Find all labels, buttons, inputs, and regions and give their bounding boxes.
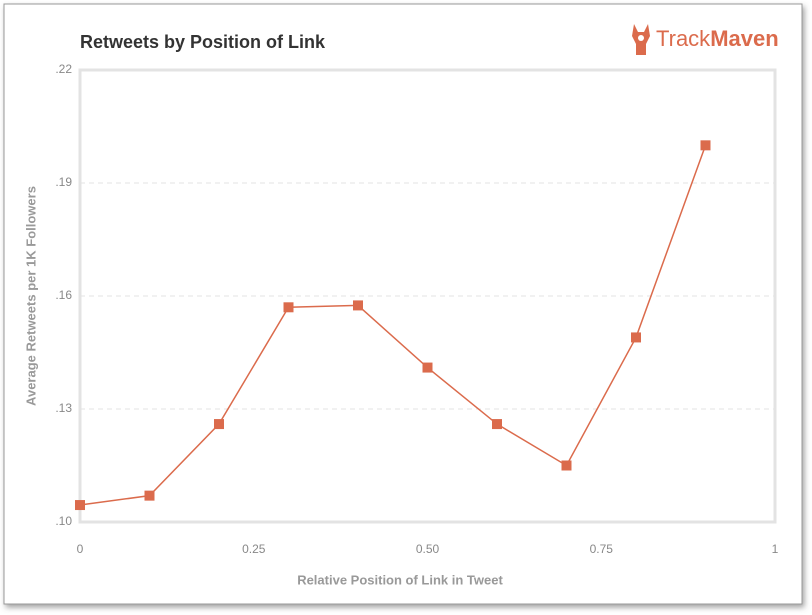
point <box>422 362 433 373</box>
logo-icon <box>632 24 650 55</box>
x-tick-label: 1 <box>772 542 779 556</box>
logo-part: Track <box>656 26 711 51</box>
y-tick-label: .22 <box>55 62 72 76</box>
x-axis-label: Relative Position of Link in Tweet <box>297 572 503 587</box>
card <box>3 3 803 605</box>
y-tick-label: .10 <box>55 514 72 528</box>
chart-title: Retweets by Position of Link <box>80 32 326 52</box>
y-tick-label: .19 <box>55 175 72 189</box>
x-tick-label: 0.75 <box>590 542 614 556</box>
y-axis-label: Average Retweets per 1K Followers <box>23 186 38 406</box>
y-tick-label: .13 <box>55 401 72 415</box>
y-tick-label: .16 <box>55 288 72 302</box>
point <box>561 460 572 471</box>
point <box>75 500 85 511</box>
point <box>214 419 224 430</box>
point <box>353 300 363 311</box>
point <box>631 332 641 343</box>
point <box>700 140 711 151</box>
series-line <box>79 145 707 506</box>
x-tick-label: 0.25 <box>242 542 266 556</box>
logo-part: Maven <box>710 26 778 51</box>
logo-text: TrackMaven <box>656 26 779 51</box>
x-tick-label: 0.50 <box>416 542 440 556</box>
point <box>144 490 155 501</box>
logo: TrackMaven <box>632 24 779 55</box>
point <box>492 419 502 430</box>
point <box>283 302 294 313</box>
x-tick-label: 0 <box>77 542 84 556</box>
